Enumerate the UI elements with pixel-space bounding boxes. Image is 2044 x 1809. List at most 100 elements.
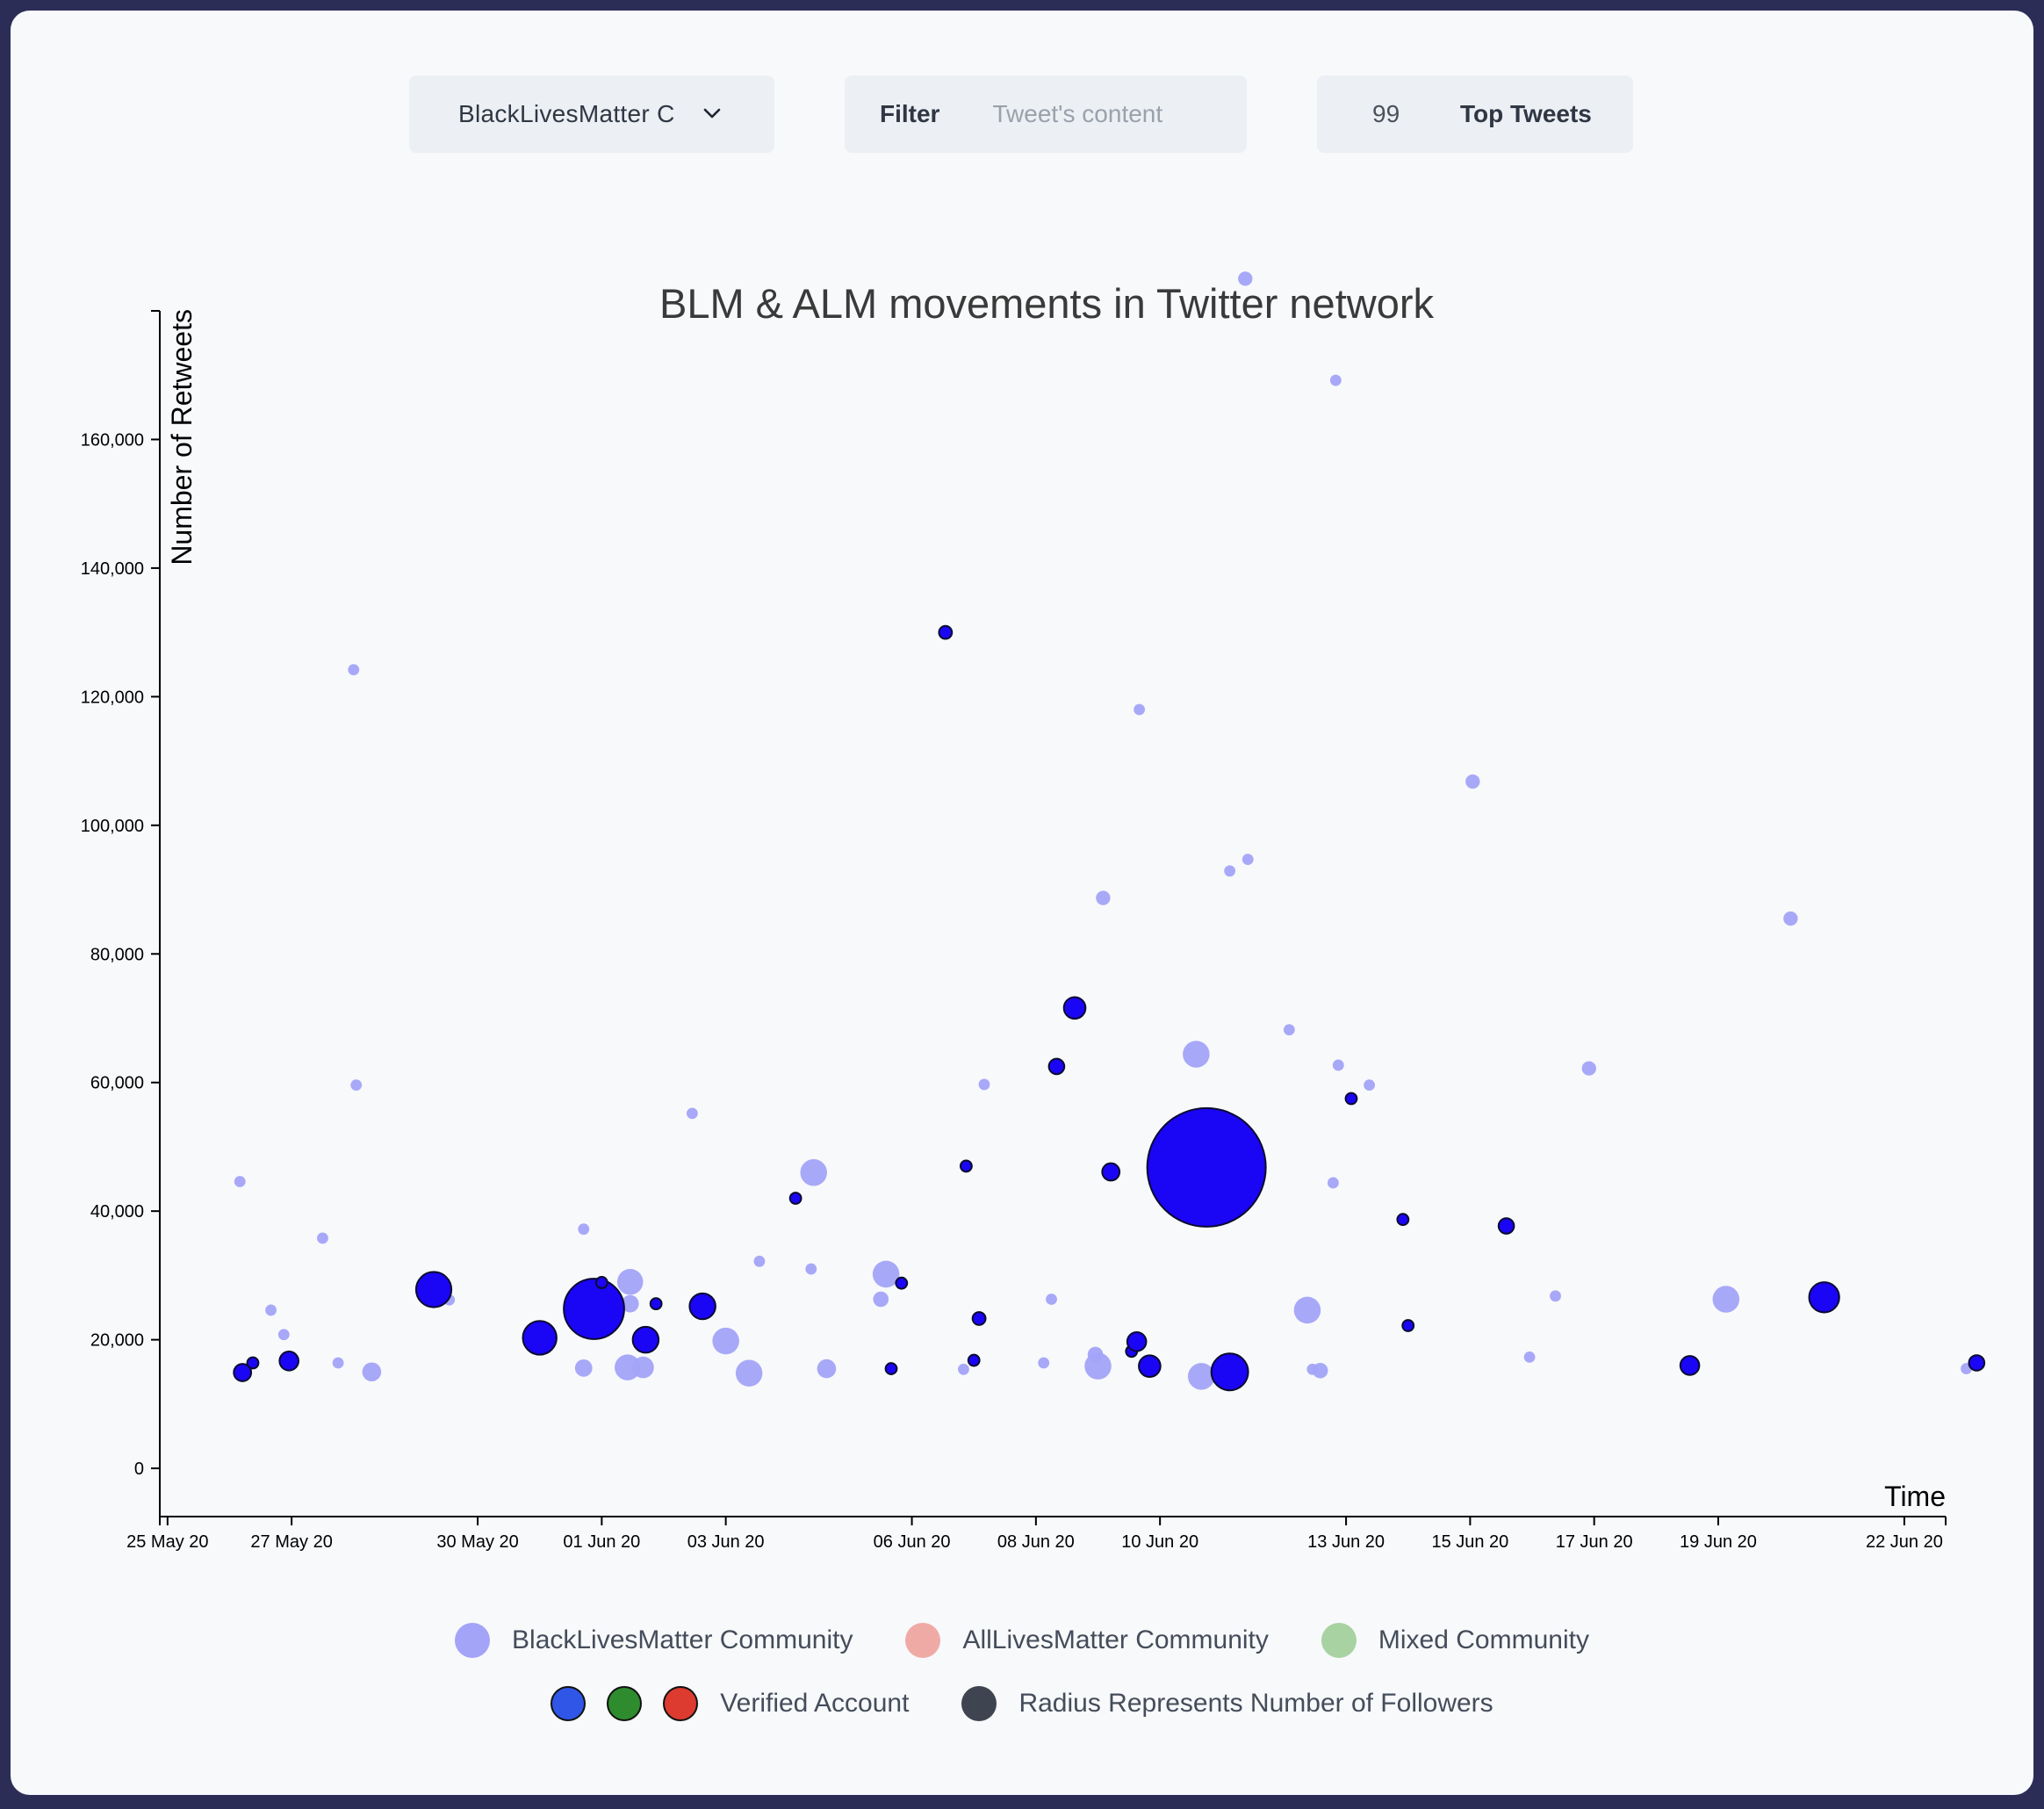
blm-point <box>712 1327 739 1355</box>
verified-point <box>967 1353 981 1367</box>
community-select[interactable]: BlackLivesMatter C <box>409 76 774 153</box>
blm-point <box>735 1359 763 1387</box>
blm-point <box>817 1359 837 1379</box>
verified-point <box>1146 1106 1267 1228</box>
blm-point <box>632 1356 654 1379</box>
verified-point <box>1101 1162 1121 1182</box>
blm-point <box>234 1176 246 1187</box>
blm-point <box>1465 774 1480 789</box>
verified-point <box>631 1325 660 1354</box>
y-tick-label: 0 <box>134 1459 144 1479</box>
blm-point <box>1187 1363 1215 1390</box>
x-tick-label: 25 May 20 <box>126 1532 208 1552</box>
y-tick-label: 80,000 <box>90 945 144 964</box>
verified-point <box>895 1276 909 1290</box>
blm-point <box>1581 1061 1596 1076</box>
verified-point <box>594 1276 608 1289</box>
x-tick-label: 15 Jun 20 <box>1431 1532 1508 1552</box>
y-axis-label: Number of Retweets <box>166 309 198 566</box>
verified-point <box>1062 996 1087 1020</box>
blm-point <box>978 1078 990 1091</box>
verified-point <box>522 1320 558 1356</box>
x-tick-label: 03 Jun 20 <box>687 1532 765 1552</box>
blm-point <box>615 1354 641 1380</box>
top-tweets-label: Top Tweets <box>1460 100 1592 127</box>
verified-point <box>959 1159 973 1173</box>
blm-point <box>1038 1357 1050 1369</box>
filter-input[interactable] <box>990 99 1241 129</box>
legend-row-markers: Verified Account Radius Represents Numbe… <box>11 1681 2033 1726</box>
top-tweets-count-input[interactable]: 99 <box>1372 100 1400 127</box>
x-tick-label: 27 May 20 <box>250 1532 332 1552</box>
verified-red-swatch <box>663 1686 699 1721</box>
x-tick-label: 22 Jun 20 <box>1866 1532 1943 1552</box>
legend-alm[interactable]: AllLivesMatter Community <box>905 1623 1269 1658</box>
legend-verified-label: Verified Account <box>720 1689 910 1718</box>
blm-point <box>277 1329 290 1341</box>
blm-point <box>1550 1290 1561 1302</box>
top-tweets-box: 99 Top Tweets <box>1317 76 1633 153</box>
verified-point <box>1679 1355 1701 1376</box>
legend-mixed[interactable]: Mixed Community <box>1321 1623 1589 1658</box>
blm-point <box>1293 1296 1321 1324</box>
chevron-down-icon[interactable] <box>700 102 724 126</box>
legend-blm[interactable]: BlackLivesMatter Community <box>455 1623 853 1658</box>
verified-point <box>1047 1057 1066 1076</box>
y-tick-label: 160,000 <box>81 430 144 450</box>
verified-point <box>278 1351 299 1372</box>
verified-point <box>788 1192 802 1205</box>
blm-point <box>265 1304 277 1316</box>
verified-point <box>233 1363 253 1382</box>
blm-point <box>1332 1059 1344 1071</box>
x-tick-label: 10 Jun 20 <box>1121 1532 1198 1552</box>
blm-point <box>350 1079 363 1092</box>
blm-point <box>348 664 360 676</box>
verified-point <box>1210 1352 1249 1392</box>
y-tick-label: 140,000 <box>81 559 144 579</box>
legend-row-communities: BlackLivesMatter Community AllLivesMatte… <box>11 1618 2033 1663</box>
radius-swatch <box>961 1686 997 1721</box>
x-tick-label: 06 Jun 20 <box>874 1532 951 1552</box>
verified-point <box>1138 1354 1162 1378</box>
x-axis: 25 May 20 27 May 20 30 May 20 01 Jun 20 03 J… <box>126 1516 1947 1552</box>
verified-point <box>563 1278 625 1340</box>
verified-point <box>688 1292 716 1321</box>
filter-label: Filter <box>880 100 940 127</box>
verified-blue-swatch <box>551 1686 587 1721</box>
blm-point <box>574 1359 593 1377</box>
legend-radius-label: Radius Represents Number of Followers <box>1018 1689 1493 1718</box>
blm-point <box>578 1223 590 1236</box>
verified-point <box>1126 1331 1148 1352</box>
blm-point <box>805 1263 817 1275</box>
blm-point <box>1183 1041 1210 1068</box>
chart-title: BLM & ALM movements in Twitter network <box>659 280 1435 327</box>
blm-point <box>872 1260 900 1288</box>
blm-point <box>753 1255 766 1267</box>
legend-mixed-label: Mixed Community <box>1378 1625 1589 1654</box>
x-axis-label: Time <box>1884 1481 1946 1512</box>
blm-point <box>1523 1351 1536 1363</box>
blm-point <box>958 1363 969 1375</box>
mixed-swatch <box>1321 1623 1357 1658</box>
blm-point <box>1224 865 1236 877</box>
verified-point <box>1401 1319 1415 1332</box>
blm-swatch <box>455 1623 491 1658</box>
verified-point <box>1968 1354 1986 1372</box>
blm-point <box>1238 271 1253 286</box>
blm-point <box>686 1107 698 1120</box>
x-tick-label: 13 Jun 20 <box>1307 1532 1385 1552</box>
blm-point <box>621 1294 639 1313</box>
blm-point <box>1134 703 1146 716</box>
scatter-chart: BLM & ALM movements in Twitter network 0… <box>81 271 1986 1552</box>
app-frame: BlackLivesMatter C Filter 99 Top Tweets … <box>11 11 2033 1795</box>
blm-point <box>1329 374 1342 386</box>
legend-verified: Verified Account <box>551 1686 909 1721</box>
blm-point <box>317 1232 328 1244</box>
blm-point <box>1283 1024 1295 1036</box>
blm-point <box>1046 1294 1057 1305</box>
blm-point <box>1096 890 1111 905</box>
y-tick-label: 60,000 <box>90 1074 144 1093</box>
blm-point <box>1084 1352 1112 1380</box>
x-tick-label: 01 Jun 20 <box>563 1532 640 1552</box>
legend-alm-label: AllLivesMatter Community <box>962 1625 1269 1654</box>
